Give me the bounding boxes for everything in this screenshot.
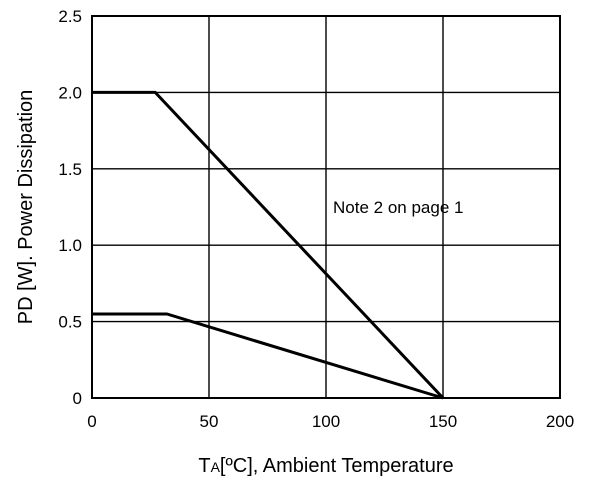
plot-frame bbox=[91, 15, 561, 399]
y-tick-label: 2.0 bbox=[58, 83, 82, 102]
x-axis-label-main: T bbox=[198, 455, 210, 477]
y-tick-label: 0.5 bbox=[58, 313, 82, 332]
y-axis-label: PD [W]. Power Dissipation bbox=[15, 90, 37, 325]
x-tick-label: 150 bbox=[429, 412, 457, 431]
y-tick-label: 0 bbox=[73, 389, 82, 408]
x-tick-label: 100 bbox=[312, 412, 340, 431]
series-line-2 bbox=[92, 312, 444, 400]
x-tick-labels: 0 50 100 150 200 bbox=[87, 412, 574, 431]
y-tick-label: 1.5 bbox=[58, 160, 82, 179]
y-tick-labels: 0 0.5 1.0 1.5 2.0 2.5 bbox=[58, 7, 82, 408]
x-axis-label: TA[ºC], Ambient Temperature bbox=[198, 455, 453, 477]
series-group bbox=[92, 90, 445, 400]
grid bbox=[92, 16, 560, 398]
x-tick-label: 50 bbox=[200, 412, 219, 431]
annotations: Note 2 on page 1 bbox=[333, 198, 463, 217]
series-line-1 bbox=[92, 90, 445, 400]
x-tick-label: 0 bbox=[87, 412, 96, 431]
x-axis-label-rest: [ºC], Ambient Temperature bbox=[220, 455, 454, 477]
y-tick-label: 1.0 bbox=[58, 236, 82, 255]
x-axis-label-sub: A bbox=[211, 459, 221, 475]
annotation-note: Note 2 on page 1 bbox=[333, 198, 463, 217]
y-tick-label: 2.5 bbox=[58, 7, 82, 26]
x-tick-label: 200 bbox=[546, 412, 574, 431]
